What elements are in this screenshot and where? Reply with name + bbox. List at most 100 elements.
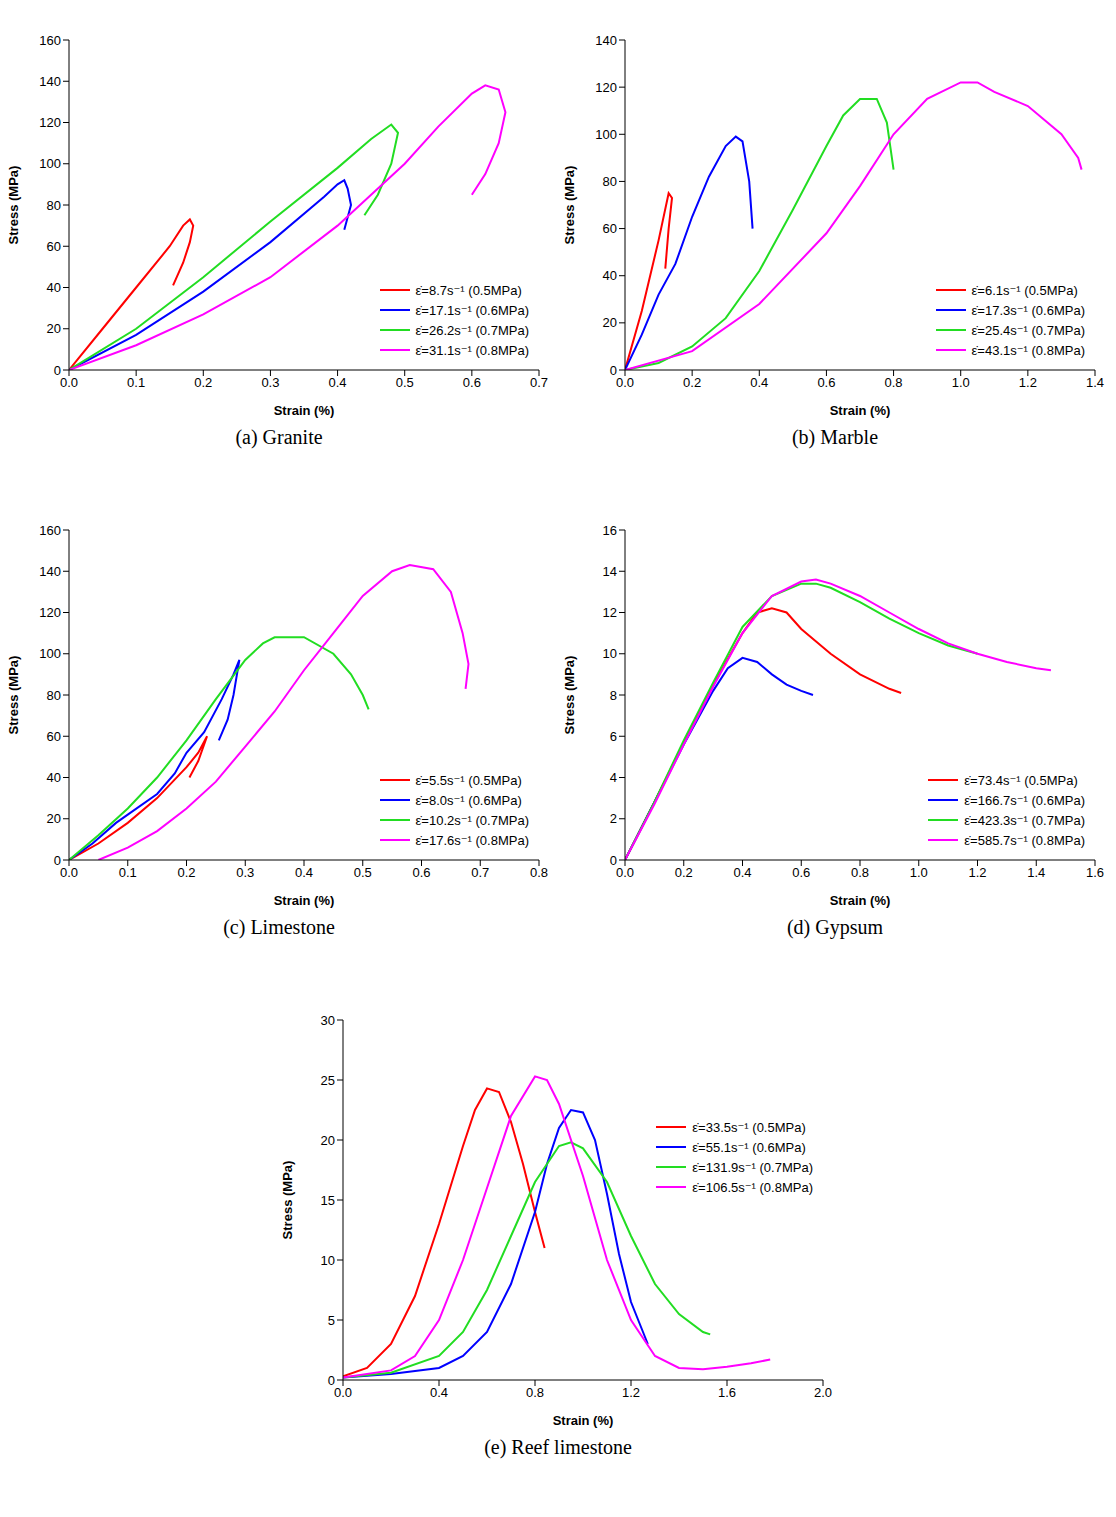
svg-text:0: 0 (610, 853, 617, 868)
html-text:ε̇=8.7s⁻¹ (0.5MPa): ε̇=8.7s⁻¹ (0.5MPa) (415, 282, 522, 298)
svg-text:0.6: 0.6 (792, 865, 810, 880)
html-text:ε̇=26.2s⁻¹ (0.7MPa): ε̇=26.2s⁻¹ (0.7MPa) (415, 322, 529, 338)
svg-text:1.2: 1.2 (1019, 375, 1037, 390)
html-text:(d) Gypsum: (d) Gypsum (786, 916, 883, 938)
svg-text:Stress (MPa): Stress (MPa) (6, 656, 21, 735)
svg-text:16: 16 (603, 523, 617, 538)
svg-text:Strain (%): Strain (%) (830, 893, 891, 908)
svg-text:40: 40 (603, 268, 617, 283)
svg-text:0.2: 0.2 (675, 865, 693, 880)
svg-text:0.8: 0.8 (526, 1385, 544, 1400)
svg-text:4: 4 (610, 770, 617, 785)
svg-text:40: 40 (47, 770, 61, 785)
svg-text:0.7: 0.7 (471, 865, 489, 880)
svg-text:8: 8 (610, 688, 617, 703)
svg-text:80: 80 (47, 688, 61, 703)
html-text:ε̇=17.1s⁻¹ (0.6MPa): ε̇=17.1s⁻¹ (0.6MPa) (415, 302, 529, 318)
svg-text:80: 80 (47, 198, 61, 213)
svg-text:Strain (%): Strain (%) (553, 1413, 614, 1428)
svg-text:0.8: 0.8 (851, 865, 869, 880)
svg-text:12: 12 (603, 605, 617, 620)
svg-text:0.8: 0.8 (530, 865, 548, 880)
svg-text:0: 0 (54, 363, 61, 378)
svg-text:0.5: 0.5 (396, 375, 414, 390)
svg-text:0.7: 0.7 (530, 375, 548, 390)
svg-text:1.2: 1.2 (968, 865, 986, 880)
svg-text:14: 14 (603, 564, 617, 579)
svg-text:160: 160 (39, 523, 61, 538)
svg-text:0.4: 0.4 (430, 1385, 448, 1400)
svg-text:140: 140 (595, 33, 617, 48)
svg-text:1.0: 1.0 (952, 375, 970, 390)
svg-text:0: 0 (610, 363, 617, 378)
html-text:(c) Limestone: (c) Limestone (223, 916, 335, 938)
svg-text:10: 10 (321, 1253, 335, 1268)
svg-text:20: 20 (321, 1133, 335, 1148)
svg-text:1.4: 1.4 (1086, 375, 1104, 390)
svg-text:2: 2 (610, 811, 617, 826)
svg-text:20: 20 (47, 321, 61, 336)
svg-text:100: 100 (39, 156, 61, 171)
svg-text:0.4: 0.4 (750, 375, 768, 390)
svg-text:80: 80 (603, 174, 617, 189)
svg-text:1.6: 1.6 (1086, 865, 1104, 880)
svg-text:Stress (MPa): Stress (MPa) (6, 166, 21, 245)
svg-text:25: 25 (321, 1073, 335, 1088)
svg-text:120: 120 (39, 115, 61, 130)
svg-text:0.1: 0.1 (119, 865, 137, 880)
svg-text:160: 160 (39, 33, 61, 48)
svg-text:1.4: 1.4 (1027, 865, 1045, 880)
svg-text:0.6: 0.6 (463, 375, 481, 390)
svg-text:30: 30 (321, 1013, 335, 1028)
svg-text:1.0: 1.0 (910, 865, 928, 880)
svg-text:0.6: 0.6 (412, 865, 430, 880)
svg-text:0.8: 0.8 (885, 375, 903, 390)
svg-text:0.2: 0.2 (683, 375, 701, 390)
svg-text:20: 20 (47, 811, 61, 826)
svg-text:100: 100 (39, 646, 61, 661)
svg-text:0.4: 0.4 (329, 375, 347, 390)
html-text:(a) Granite: (a) Granite (235, 426, 323, 448)
svg-text:Strain (%): Strain (%) (830, 403, 891, 418)
svg-text:60: 60 (47, 239, 61, 254)
svg-text:0.4: 0.4 (295, 865, 313, 880)
html-text:(b) Marble: (b) Marble (792, 426, 878, 448)
svg-text:0.3: 0.3 (261, 375, 279, 390)
svg-text:0.4: 0.4 (733, 865, 751, 880)
svg-text:0.5: 0.5 (354, 865, 372, 880)
svg-text:140: 140 (39, 74, 61, 89)
svg-text:60: 60 (47, 729, 61, 744)
svg-text:140: 140 (39, 564, 61, 579)
svg-text:15: 15 (321, 1193, 335, 1208)
svg-text:5: 5 (328, 1313, 335, 1328)
svg-text:1.2: 1.2 (622, 1385, 640, 1400)
svg-text:100: 100 (595, 127, 617, 142)
svg-text:0: 0 (54, 853, 61, 868)
svg-text:2.0: 2.0 (814, 1385, 832, 1400)
svg-text:Strain (%): Strain (%) (274, 403, 335, 418)
svg-text:40: 40 (47, 280, 61, 295)
svg-text:1.6: 1.6 (718, 1385, 736, 1400)
svg-text:120: 120 (39, 605, 61, 620)
html-text:(e) Reef limestone: (e) Reef limestone (484, 1436, 632, 1458)
svg-text:0.0: 0.0 (60, 375, 78, 390)
svg-text:0.2: 0.2 (194, 375, 212, 390)
svg-text:6: 6 (610, 729, 617, 744)
svg-text:Stress (MPa): Stress (MPa) (562, 166, 577, 245)
svg-text:0: 0 (328, 1373, 335, 1388)
svg-text:0.2: 0.2 (177, 865, 195, 880)
svg-text:10: 10 (603, 646, 617, 661)
svg-text:20: 20 (603, 315, 617, 330)
svg-text:Stress (MPa): Stress (MPa) (280, 1161, 295, 1240)
svg-text:0.0: 0.0 (616, 865, 634, 880)
svg-text:0.3: 0.3 (236, 865, 254, 880)
svg-text:120: 120 (595, 80, 617, 95)
svg-text:Stress (MPa): Stress (MPa) (562, 656, 577, 735)
svg-text:0.0: 0.0 (616, 375, 634, 390)
svg-text:0.0: 0.0 (334, 1385, 352, 1400)
svg-text:0.1: 0.1 (127, 375, 145, 390)
svg-text:0.6: 0.6 (817, 375, 835, 390)
svg-text:Strain (%): Strain (%) (274, 893, 335, 908)
svg-text:0.0: 0.0 (60, 865, 78, 880)
svg-text:60: 60 (603, 221, 617, 236)
